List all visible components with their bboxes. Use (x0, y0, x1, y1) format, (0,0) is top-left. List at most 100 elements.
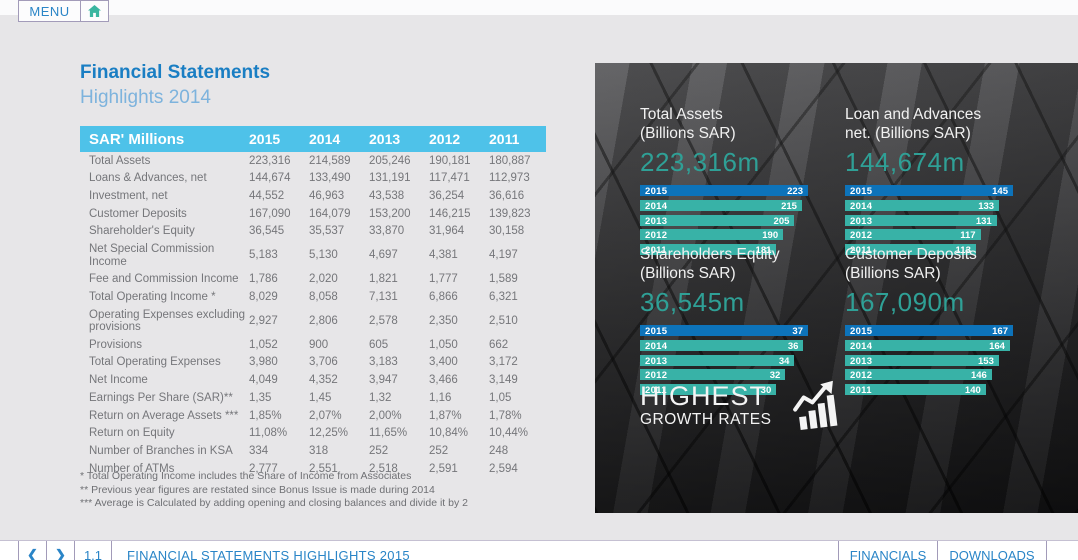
row-value: 1,87% (429, 409, 462, 422)
bar-year-label: 2014 (645, 200, 668, 212)
row-value: 146,215 (429, 207, 471, 220)
row-value: 5,130 (309, 249, 338, 262)
row-value: 5,183 (249, 249, 278, 262)
chart-bars: 2015 145 2014 133 2013 131 2012 117 2011 113 (845, 185, 1013, 257)
row-value: 2,591 (429, 462, 458, 475)
downloads-button[interactable]: DOWNLOADS (937, 541, 1047, 560)
next-page-button[interactable]: ❯ (46, 541, 74, 560)
financials-button[interactable]: FINANCIALS (838, 541, 937, 560)
row-label: Provisions (89, 338, 143, 351)
bar-year-label: 2014 (850, 340, 873, 352)
chart-bar-2013: 2013 205 (640, 214, 795, 227)
row-value: 1,32 (369, 391, 392, 404)
table-row: Return on Average Assets *** 1,85% 2,07% 2,… (80, 407, 546, 425)
chart-big-value: 167,090m (845, 287, 965, 317)
financial-table: SAR' Millions 2015 2014 2013 2012 2011 T… (80, 126, 546, 478)
chart-bars: 2015 37 2014 36 2013 34 2012 32 2011 30 (640, 325, 808, 396)
row-value: 3,149 (489, 374, 518, 387)
bar-year-label: 2012 (645, 370, 668, 382)
bar-value-label: 145 (992, 186, 1008, 197)
menu-button[interactable]: MENU (18, 0, 81, 22)
row-value: 7,131 (369, 290, 398, 303)
bar-value-label: 140 (964, 385, 981, 397)
row-value: 4,381 (429, 249, 458, 262)
row-value: 1,821 (369, 273, 398, 286)
table-row: Investment, net 44,552 46,963 43,538 36,254 3… (80, 187, 546, 205)
row-value: 3,466 (429, 374, 458, 387)
row-value: 2,551 (309, 462, 338, 475)
row-value: 4,049 (249, 374, 278, 387)
bar-value-label: 205 (773, 215, 790, 227)
row-label: Operating Expenses excluding provisions (89, 308, 245, 334)
row-value: 662 (489, 338, 509, 351)
row-label: Total Operating Income * (89, 290, 216, 303)
row-label: Earnings Per Share (SAR)** (89, 391, 233, 404)
home-icon (88, 5, 101, 17)
table-row: Shareholder's Equity 36,545 35,537 33,870 31… (80, 223, 546, 241)
bar-year-label: 2015 (645, 326, 668, 337)
row-value: 1,45 (309, 391, 332, 404)
row-value: 3,400 (429, 356, 458, 369)
row-label: Return on Average Assets *** (89, 409, 239, 422)
bar-value-label: 113 (955, 245, 971, 257)
highlight-line2: GROWTH RATES (640, 411, 772, 428)
row-value: 4,697 (369, 249, 398, 262)
chart-bar-2013: 2013 153 (845, 354, 999, 367)
highlight-line1: HIGHEST (640, 381, 768, 411)
row-value: 190,181 (429, 154, 471, 167)
footnote: *** Average is Calculated by adding open… (80, 497, 468, 509)
row-value: 1,777 (429, 273, 458, 286)
table-row: Earnings Per Share (SAR)** 1,35 1,45 1,32 1,… (80, 389, 546, 407)
row-value: 44,552 (249, 189, 285, 202)
chart-title: Shareholders Equity (Billions SAR) (640, 246, 780, 282)
table-row: Net Special Commission Income 5,183 5,130 4… (80, 240, 546, 270)
row-value: 36,254 (429, 189, 465, 202)
chart-bar-2011: 2011 181 (640, 244, 777, 256)
bar-value-label: 146 (970, 370, 987, 382)
home-button[interactable] (81, 0, 109, 22)
page-subtitle: Highlights 2014 (80, 87, 211, 108)
page-number: 1.1 (74, 541, 111, 560)
chart-bar-2015: 2015 167 (845, 325, 1013, 337)
row-value: 2,350 (429, 314, 458, 327)
bar-year-label: 2012 (850, 370, 873, 382)
row-label: Customer Deposits (89, 207, 187, 220)
row-value: 2,777 (249, 462, 278, 475)
highest-growth-rates: HIGHEST GROWTH RATES (640, 380, 838, 431)
row-value: 3,980 (249, 356, 278, 369)
prev-page-button[interactable]: ❮ (18, 541, 46, 560)
bar-value-label: 34 (778, 355, 790, 367)
row-value: 2,510 (489, 314, 518, 327)
row-value: 205,246 (369, 154, 411, 167)
chart-big-value: 144,674m (845, 147, 965, 177)
bar-value-label: 223 (787, 186, 803, 197)
row-value: 33,870 (369, 225, 405, 238)
row-value: 3,706 (309, 356, 338, 369)
row-label: Total Assets (89, 154, 151, 167)
column-header: 2014 (309, 126, 369, 152)
row-value: 223,316 (249, 154, 291, 167)
chart-bar-2013: 2013 131 (845, 214, 997, 227)
row-value: 1,05 (489, 391, 512, 404)
table-row: Return on Equity 11,08% 12,25% 11,65% 10,84%… (80, 425, 546, 443)
row-value: 164,079 (309, 207, 351, 220)
page-title: Financial Statements (80, 62, 271, 83)
row-value: 133,490 (309, 172, 351, 185)
row-value: 3,172 (489, 356, 518, 369)
row-value: 1,35 (249, 391, 272, 404)
table-row: Total Operating Income * 8,029 8,058 7,131 6… (80, 288, 546, 306)
row-value: 11,65% (369, 427, 408, 440)
row-label: Net Income (89, 374, 148, 387)
bar-year-label: 2013 (850, 355, 873, 367)
bar-value-label: 32 (769, 370, 781, 382)
table-row: Operating Expenses excluding provisions 2… (80, 306, 546, 336)
table-row: Provisions 1,052 900 605 1,050 662 (80, 336, 546, 354)
chart-bar-2015: 2015 223 (640, 185, 808, 197)
bar-value-label: 164 (989, 340, 1005, 352)
row-label: Return on Equity (89, 427, 175, 440)
bar-value-label: 131 (975, 215, 992, 227)
row-value: 2,020 (309, 273, 338, 286)
row-value: 2,594 (489, 462, 518, 475)
row-value: 318 (309, 444, 329, 457)
